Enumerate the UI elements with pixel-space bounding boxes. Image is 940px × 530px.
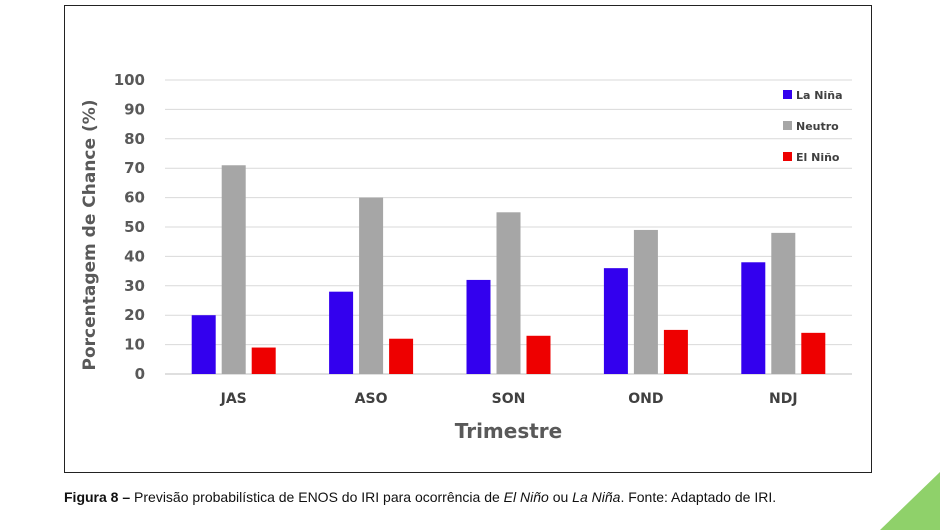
bar-son-3 <box>526 335 551 374</box>
bar-aso-1 <box>329 291 354 374</box>
caption-text-2: ou <box>548 489 573 505</box>
y-tick-label: 70 <box>124 159 145 177</box>
bar-ndj-3 <box>801 332 826 374</box>
bar-ond-3 <box>663 329 688 374</box>
figure-caption: Figura 8 – Previsão probabilística de EN… <box>64 487 876 507</box>
corner-decoration <box>880 472 940 530</box>
legend-swatch <box>783 90 792 99</box>
x-tick-label: JAS <box>220 391 247 407</box>
bar-ond-1 <box>603 268 628 374</box>
legend-label: El Niño <box>796 151 840 164</box>
legend-label: Neutro <box>796 120 839 133</box>
x-axis-title: Trimestre <box>455 419 562 443</box>
y-tick-label: 90 <box>124 100 145 118</box>
y-tick-label: 20 <box>124 306 145 324</box>
x-tick-label: SON <box>492 391 526 407</box>
y-tick-label: 60 <box>124 189 145 207</box>
x-tick-label: NDJ <box>769 391 798 407</box>
y-axis-title: Porcentagem de Chance (%) <box>80 99 100 370</box>
bar-jas-2 <box>221 165 246 374</box>
y-tick-label: 50 <box>124 218 145 236</box>
caption-text-3: . Fonte: Adaptado de IRI. <box>620 489 777 505</box>
caption-text-1: Previsão probabilística de ENOS do IRI p… <box>130 489 504 505</box>
y-tick-label: 80 <box>124 130 145 148</box>
caption-la-nina: La Niña <box>572 489 621 505</box>
bar-ndj-2 <box>771 232 796 374</box>
legend-swatch <box>783 121 792 130</box>
caption-el-nino: El Niño <box>503 489 549 505</box>
bar-aso-2 <box>359 197 384 374</box>
bar-jas-3 <box>251 347 276 374</box>
bar-ond-2 <box>633 229 658 374</box>
chart-frame: 0 10 20 30 40 50 60 70 80 90 100 JAS ASO SON OND NDJ Tri… <box>64 5 872 473</box>
x-tick-label: OND <box>628 391 663 407</box>
bar-son-1 <box>466 279 491 374</box>
bar-chart: 0 10 20 30 40 50 60 70 80 90 100 JAS ASO SON OND NDJ Tri… <box>80 71 852 443</box>
bar-son-2 <box>496 212 521 374</box>
y-tick-label: 0 <box>135 365 145 383</box>
caption-label: Figura 8 – <box>64 489 131 505</box>
bar-jas-1 <box>191 315 216 374</box>
x-tick-label: ASO <box>355 391 388 407</box>
y-tick-label: 10 <box>124 336 145 354</box>
y-tick-label: 100 <box>114 71 145 89</box>
legend-swatch <box>783 152 792 161</box>
bar-ndj-1 <box>741 262 766 374</box>
legend-label: La Niña <box>796 89 843 102</box>
y-tick-label: 30 <box>124 277 145 295</box>
corner-triangle <box>880 472 940 530</box>
y-tick-label: 40 <box>124 247 145 265</box>
bar-aso-3 <box>389 338 414 374</box>
